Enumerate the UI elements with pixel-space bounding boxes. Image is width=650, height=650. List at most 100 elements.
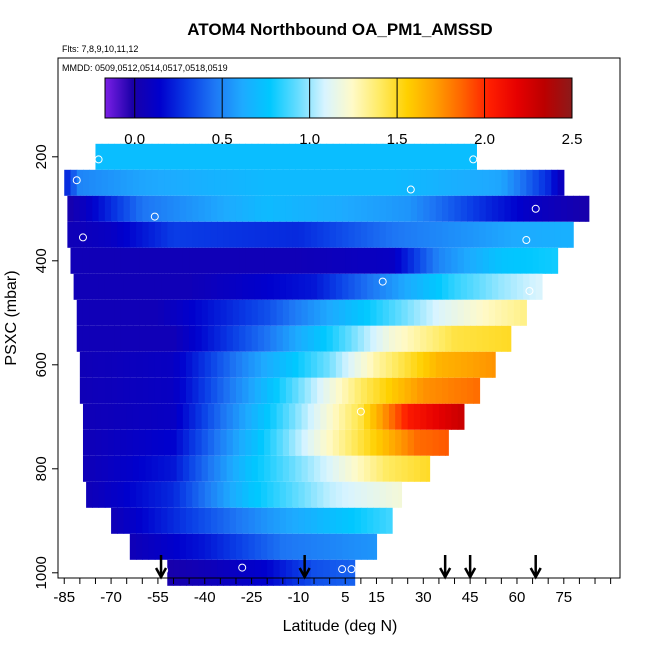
- heatmap-cell: [491, 195, 499, 222]
- heatmap-cell: [301, 247, 309, 274]
- heatmap-cell: [198, 221, 206, 248]
- heatmap-cell: [179, 273, 187, 300]
- heatmap-cell: [136, 351, 143, 378]
- heatmap-cell: [157, 247, 165, 274]
- heatmap-cell: [139, 143, 147, 170]
- heatmap-cell: [186, 377, 193, 404]
- heatmap-cell: [395, 325, 403, 352]
- heatmap-cell: [516, 195, 524, 222]
- heatmap-cell: [232, 325, 240, 352]
- heatmap-cell: [376, 247, 384, 274]
- heatmap-cell: [92, 377, 100, 404]
- heatmap-cell: [476, 299, 484, 326]
- heatmap-cell: [467, 351, 474, 378]
- heatmap-cell: [104, 377, 112, 404]
- heatmap-cell: [370, 143, 378, 170]
- heatmap-cell: [226, 325, 234, 352]
- heatmap-cell: [317, 533, 324, 560]
- heatmap-cell: [73, 273, 81, 300]
- heatmap-cell: [385, 481, 393, 508]
- heatmap-cell: [186, 195, 193, 222]
- heatmap-cell: [367, 507, 374, 534]
- heatmap-cell: [111, 195, 118, 222]
- heatmap-cell: [417, 377, 424, 404]
- heatmap-cell: [145, 455, 153, 482]
- heatmap-cell: [332, 403, 340, 430]
- heatmap-cell: [348, 507, 356, 534]
- heatmap-cell: [370, 299, 378, 326]
- heatmap-cell: [264, 169, 271, 196]
- heatmap-cell: [417, 273, 424, 300]
- heatmap-cell: [179, 221, 187, 248]
- heatmap-cell: [201, 299, 209, 326]
- heatmap-cell: [367, 351, 374, 378]
- heatmap-cell: [307, 429, 315, 456]
- sample-point: [78, 233, 87, 242]
- sample-point: [356, 407, 365, 416]
- heatmap-cell: [167, 481, 175, 508]
- heatmap-cell: [445, 429, 449, 456]
- heatmap-cell: [214, 299, 221, 326]
- heatmap-cell: [220, 429, 228, 456]
- heatmap-cell: [285, 221, 293, 248]
- heatmap-cell: [395, 143, 403, 170]
- heatmap-cell: [335, 507, 343, 534]
- heatmap-cell: [95, 169, 103, 196]
- heatmap-cell: [95, 429, 103, 456]
- heatmap-cell: [89, 403, 97, 430]
- heatmap-cell: [210, 533, 218, 560]
- heatmap-cell: [136, 533, 143, 560]
- heatmap-cell: [376, 429, 384, 456]
- heatmap-cell: [379, 481, 387, 508]
- heatmap-cell: [423, 221, 431, 248]
- heatmap-cell: [282, 325, 290, 352]
- heatmap-cell: [438, 403, 446, 430]
- heatmap-cell: [301, 429, 309, 456]
- heatmap-cell: [407, 455, 415, 482]
- heatmap-cell: [279, 507, 287, 534]
- heatmap-cell: [189, 143, 196, 170]
- heatmap-cell: [248, 507, 256, 534]
- sample-point: [347, 565, 356, 574]
- heatmap-cell: [251, 143, 259, 170]
- heatmap-cell: [129, 195, 137, 222]
- heatmap-cell: [179, 533, 187, 560]
- heatmap-cell: [351, 169, 359, 196]
- heatmap-cell: [495, 169, 502, 196]
- heatmap-cell: [363, 169, 371, 196]
- heatmap-cell: [192, 481, 200, 508]
- heatmap-cell: [401, 455, 409, 482]
- heatmap-cell: [267, 273, 275, 300]
- heatmap-cell: [248, 559, 256, 586]
- heatmap-cell: [426, 403, 434, 430]
- heatmap-cell: [270, 325, 278, 352]
- heatmap-cell: [442, 221, 449, 248]
- heatmap-cell: [92, 195, 100, 222]
- heatmap-cell: [379, 273, 387, 300]
- heatmap-cell: [279, 377, 287, 404]
- heatmap-cell: [264, 299, 271, 326]
- heatmap-cell: [264, 143, 271, 170]
- x-tick-label: -40: [194, 589, 216, 606]
- heatmap-cell: [126, 299, 134, 326]
- heatmap-cell: [279, 195, 287, 222]
- heatmap-cell: [310, 481, 318, 508]
- heatmap-cell: [323, 351, 331, 378]
- heatmap-cell: [220, 403, 228, 430]
- heatmap-cell: [173, 273, 181, 300]
- heatmap-cell: [307, 299, 315, 326]
- heatmap-cell: [357, 247, 365, 274]
- heatmap-cell: [132, 403, 140, 430]
- heatmap-cell: [254, 377, 262, 404]
- heatmap-cell: [123, 377, 131, 404]
- heatmap-cell: [229, 273, 237, 300]
- heatmap-cell: [376, 169, 384, 196]
- heatmap-cell: [289, 247, 296, 274]
- heatmap-cell: [220, 299, 228, 326]
- heatmap-cell: [164, 169, 171, 196]
- heatmap-cell: [276, 403, 284, 430]
- heatmap-cell: [485, 273, 493, 300]
- heatmap-cell: [251, 247, 259, 274]
- heatmap-cell: [86, 481, 93, 508]
- heatmap-cell: [173, 559, 181, 586]
